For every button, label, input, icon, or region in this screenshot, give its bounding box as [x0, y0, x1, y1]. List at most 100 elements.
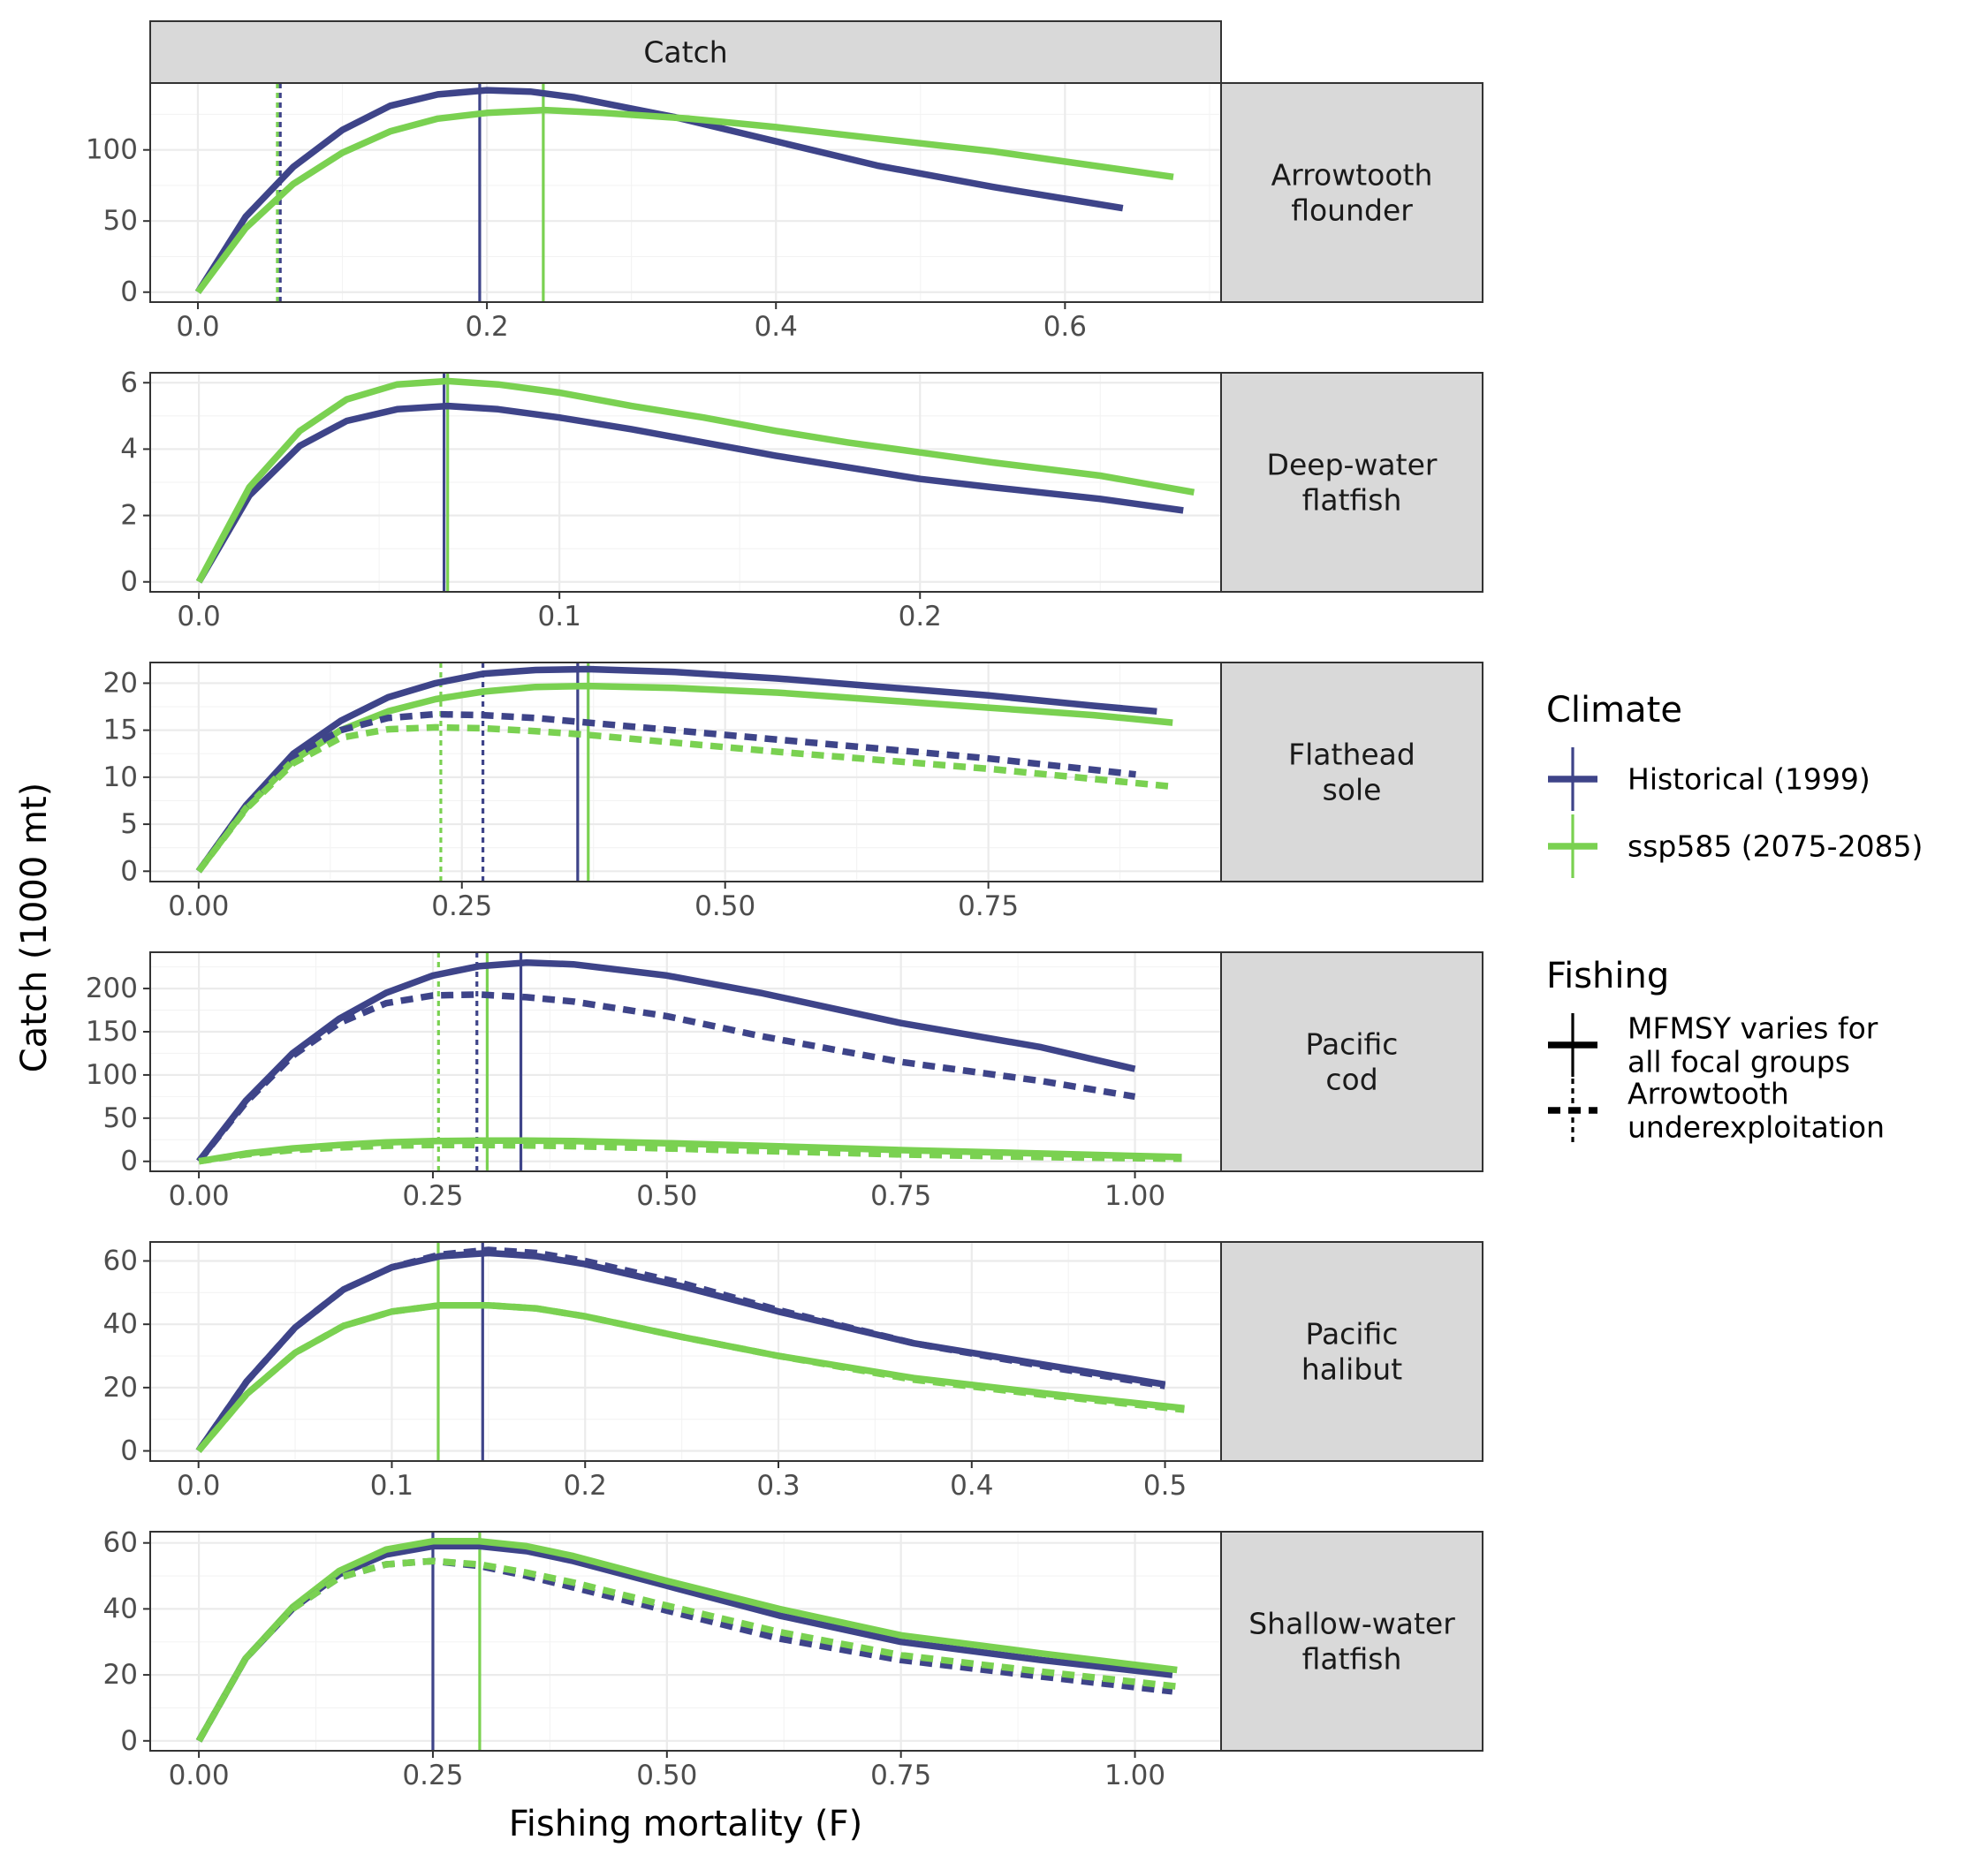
- legend-fishing-label: all focal groups: [1628, 1045, 1850, 1079]
- panel-shallow-water-flatfish: 0 20 40 60 0.00 0.25 0.50 0.75 1.00 Shallow-water…: [103, 1527, 1483, 1791]
- panel-strip-label: sole: [1323, 773, 1382, 807]
- x-tick-label: 0.2: [564, 1470, 607, 1502]
- x-tick-label: 0.4: [950, 1470, 993, 1502]
- x-tick-label: 0.75: [958, 890, 1019, 922]
- x-tick-label: 0.6: [1043, 311, 1087, 343]
- y-tick-label: 50: [103, 205, 138, 237]
- y-tick-label: 10: [103, 761, 138, 793]
- y-tick-label: 15: [103, 715, 138, 746]
- panel-background: [150, 1532, 1221, 1751]
- panel-background: [150, 952, 1221, 1171]
- panel-strip-label: Pacific: [1306, 1027, 1399, 1062]
- x-tick-label: 0.1: [370, 1470, 414, 1502]
- y-tick-label: 150: [86, 1016, 138, 1048]
- y-tick-label: 2: [120, 500, 138, 532]
- x-tick-label: 0.3: [756, 1470, 800, 1502]
- series-line-historical-solid: [194, 87, 1124, 294]
- legend-key-historical: [1548, 747, 1597, 811]
- y-tick-label: 0: [120, 1435, 138, 1467]
- y-tick-label: 0: [120, 1725, 138, 1757]
- y-tick-label: 60: [103, 1246, 138, 1277]
- y-tick-label: 0: [120, 1146, 138, 1177]
- legend-fishing-label: underexploitation: [1628, 1110, 1885, 1145]
- panel-strip-label: Pacific: [1306, 1317, 1399, 1352]
- panel-strip-label: flounder: [1291, 193, 1413, 228]
- y-tick-label: 5: [120, 808, 138, 840]
- x-tick-label: 0.25: [402, 1180, 463, 1212]
- x-tick-label: 0.50: [636, 1180, 697, 1212]
- x-tick-label: 0.00: [169, 1180, 230, 1212]
- y-tick-label: 40: [103, 1593, 138, 1624]
- panel-strip-label: halibut: [1301, 1352, 1402, 1387]
- y-tick-label: 60: [103, 1527, 138, 1559]
- legend-key-dashed: [1548, 1079, 1597, 1142]
- series-line-ssp585-dashed: [195, 1301, 1185, 1453]
- y-tick-label: 4: [120, 433, 138, 465]
- legend-key-solid: [1548, 1013, 1597, 1077]
- panel-strip: [1220, 1241, 1483, 1462]
- series-line-historical-dashed: [195, 710, 1136, 874]
- x-tick-label: 0.75: [870, 1760, 931, 1791]
- y-tick-label: 0: [120, 276, 138, 308]
- y-tick-label: 6: [120, 367, 138, 398]
- x-tick-label: 0.2: [465, 311, 508, 343]
- series-line-ssp585-dashed: [195, 723, 1173, 874]
- series-line-historical-dashed: [196, 991, 1136, 1164]
- x-tick-label: 0.25: [402, 1760, 463, 1791]
- y-tick-label: 50: [103, 1102, 138, 1134]
- series-line-historical-solid: [195, 665, 1157, 874]
- panel-strip: [1220, 1531, 1483, 1752]
- panel-background: [150, 662, 1221, 882]
- y-tick-label: 0: [120, 566, 138, 598]
- series-line-ssp585-dashed: [198, 1141, 1182, 1165]
- legend-fishing-label: MFMSY varies for: [1628, 1011, 1878, 1046]
- legend-fishing-label: Arrowtooth: [1628, 1077, 1789, 1111]
- y-tick-label: 20: [103, 1372, 138, 1404]
- series-line-ssp585-solid: [194, 106, 1174, 294]
- panel-strip-label: cod: [1325, 1063, 1377, 1097]
- y-tick-label: 40: [103, 1308, 138, 1340]
- panel-pacific-cod: 0 50 100 150 200 0.00 0.25 0.50 0.75 1.00 Pacificc…: [86, 951, 1483, 1212]
- panel-strip-label: Flathead: [1288, 738, 1415, 772]
- x-tick-label: 0.2: [899, 601, 942, 632]
- legend-climate-label: ssp585 (2075-2085): [1628, 829, 1923, 864]
- panel-strip: [1220, 372, 1483, 593]
- series-line-historical-solid: [195, 402, 1184, 584]
- panel-strip: [1220, 951, 1483, 1172]
- y-axis-title: Catch (1000 mt): [14, 783, 55, 1073]
- y-tick-label: 0: [120, 855, 138, 887]
- x-tick-label: 1.00: [1104, 1760, 1165, 1791]
- panel-strip-label: Deep-water: [1267, 448, 1438, 482]
- panel-strip-label: Shallow-water: [1248, 1607, 1455, 1641]
- x-tick-label: 0.75: [870, 1180, 931, 1212]
- y-tick-label: 20: [103, 1659, 138, 1691]
- series-line-historical-dashed: [195, 1246, 1166, 1453]
- x-tick-label: 0.0: [177, 1470, 220, 1502]
- x-tick-label: 0.4: [755, 311, 798, 343]
- x-tick-label: 0.5: [1143, 1470, 1187, 1502]
- x-axis-title: Fishing mortality (F): [509, 1804, 863, 1844]
- y-tick-label: 20: [103, 667, 138, 699]
- x-tick-label: 0.1: [538, 601, 581, 632]
- top-strip: [149, 20, 1222, 84]
- panel-background: [150, 1242, 1221, 1461]
- legend-climate-label: Historical (1999): [1628, 762, 1870, 797]
- panel-strip-label: flatfish: [1302, 1642, 1402, 1677]
- series-line-ssp585-dashed: [195, 1557, 1178, 1743]
- y-tick-label: 100: [86, 1059, 138, 1091]
- series-line-ssp585-solid: [195, 377, 1195, 584]
- legend: Climate Historical (1999) ssp585 (2075-208…: [1546, 690, 1923, 1145]
- y-tick-label: 200: [86, 973, 138, 1004]
- panel-strip-label: flatfish: [1302, 483, 1402, 518]
- x-tick-label: 0.50: [636, 1760, 697, 1791]
- panel-strip-label: Arrowtooth: [1271, 158, 1433, 193]
- x-tick-label: 0.25: [431, 890, 492, 922]
- panel-strip: [1220, 82, 1483, 303]
- x-tick-label: 0.0: [176, 311, 219, 343]
- legend-climate-title: Climate: [1546, 690, 1682, 731]
